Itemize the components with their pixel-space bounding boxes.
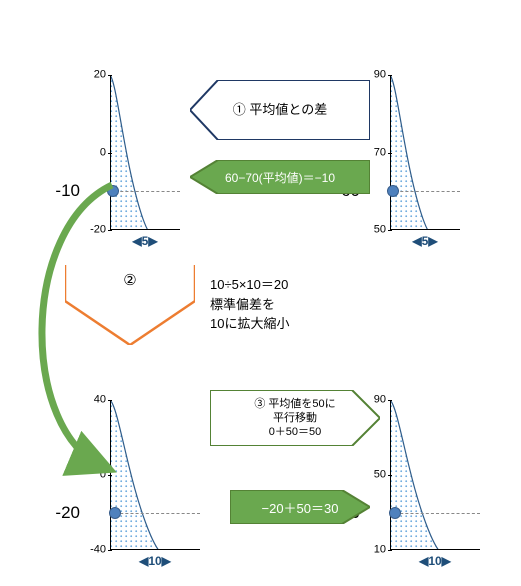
stddev-label: ◀5▶ bbox=[412, 234, 437, 248]
marker-dot bbox=[389, 507, 401, 519]
shape-label: 60−70(平均値)＝−10 bbox=[190, 160, 370, 194]
ylabel: -40 bbox=[90, 545, 106, 556]
step3-box: ③ 平均値を50に 平行移動 0＋50＝50 bbox=[210, 390, 380, 446]
marker-dot bbox=[109, 507, 121, 519]
chart-D: 105090◀10▶30 bbox=[390, 400, 480, 550]
value-label: -20 bbox=[55, 504, 80, 521]
ylabel: 90 bbox=[374, 70, 386, 81]
shape-label: ③ 平均値を50に 平行移動 0＋50＝50 bbox=[210, 390, 380, 446]
ylabel: 50 bbox=[374, 470, 386, 481]
shape-label: −20＋50＝30 bbox=[230, 490, 370, 524]
stddev-label: ◀10▶ bbox=[419, 554, 451, 568]
step2-subtext: 10÷5×10＝20 標準偏差を 10に拡大縮小 bbox=[210, 275, 380, 334]
ylabel: 70 bbox=[374, 147, 386, 158]
arrow1: 60−70(平均値)＝−10 bbox=[190, 160, 370, 194]
diagram-root: 507090◀5▶60 -20020◀5▶-10 -40040◀10▶-20 bbox=[0, 0, 521, 586]
ylabel: 50 bbox=[374, 225, 386, 236]
ylabel: 0 bbox=[100, 147, 106, 158]
stddev-label: ◀10▶ bbox=[139, 554, 171, 568]
step1-box: ① 平均値との差 bbox=[190, 80, 370, 140]
ylabel: 10 bbox=[374, 545, 386, 556]
curved-arrow bbox=[60, 185, 140, 475]
marker-dot bbox=[387, 185, 399, 197]
arrow2: −20＋50＝30 bbox=[230, 490, 370, 524]
ylabel: 20 bbox=[94, 70, 106, 81]
shape-label: ① 平均値との差 bbox=[190, 80, 370, 140]
